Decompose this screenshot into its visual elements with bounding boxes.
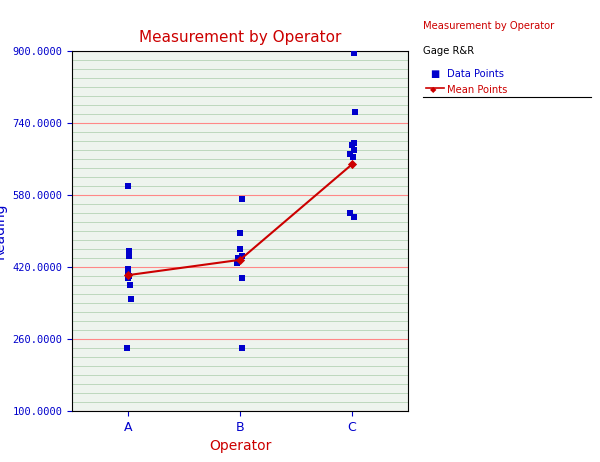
Point bbox=[347, 142, 356, 149]
Point bbox=[349, 49, 359, 57]
Title: Measurement by Operator: Measurement by Operator bbox=[139, 30, 341, 45]
Point bbox=[237, 274, 247, 282]
Point bbox=[124, 182, 133, 190]
Point bbox=[233, 259, 242, 266]
Point bbox=[124, 266, 133, 273]
Point bbox=[126, 295, 136, 302]
Point bbox=[345, 209, 355, 217]
Point bbox=[233, 256, 242, 264]
Point bbox=[235, 256, 245, 263]
Point bbox=[237, 196, 247, 203]
Point bbox=[350, 214, 359, 221]
Point bbox=[236, 245, 245, 253]
Point bbox=[124, 248, 134, 255]
Point bbox=[349, 140, 358, 147]
Point bbox=[238, 252, 247, 260]
Point bbox=[125, 281, 135, 289]
X-axis label: Operator: Operator bbox=[209, 439, 271, 454]
Point bbox=[345, 151, 355, 158]
Point bbox=[123, 274, 133, 282]
Point bbox=[347, 161, 357, 168]
Text: ■: ■ bbox=[430, 69, 439, 79]
Y-axis label: Reading: Reading bbox=[0, 203, 7, 259]
Point bbox=[124, 272, 134, 280]
Point bbox=[349, 146, 358, 153]
Text: Gage R&R: Gage R&R bbox=[423, 46, 474, 56]
Point bbox=[122, 345, 132, 352]
Text: Measurement by Operator: Measurement by Operator bbox=[423, 21, 554, 31]
Text: Mean Points: Mean Points bbox=[447, 85, 508, 96]
Point bbox=[348, 153, 358, 160]
Text: Data Points: Data Points bbox=[447, 69, 504, 79]
Point bbox=[350, 108, 359, 116]
Point bbox=[123, 268, 133, 275]
Point bbox=[123, 272, 133, 279]
Text: ◆: ◆ bbox=[430, 85, 437, 94]
Point bbox=[233, 254, 242, 261]
Point bbox=[124, 252, 133, 260]
Point bbox=[235, 230, 245, 237]
Point bbox=[237, 345, 247, 352]
